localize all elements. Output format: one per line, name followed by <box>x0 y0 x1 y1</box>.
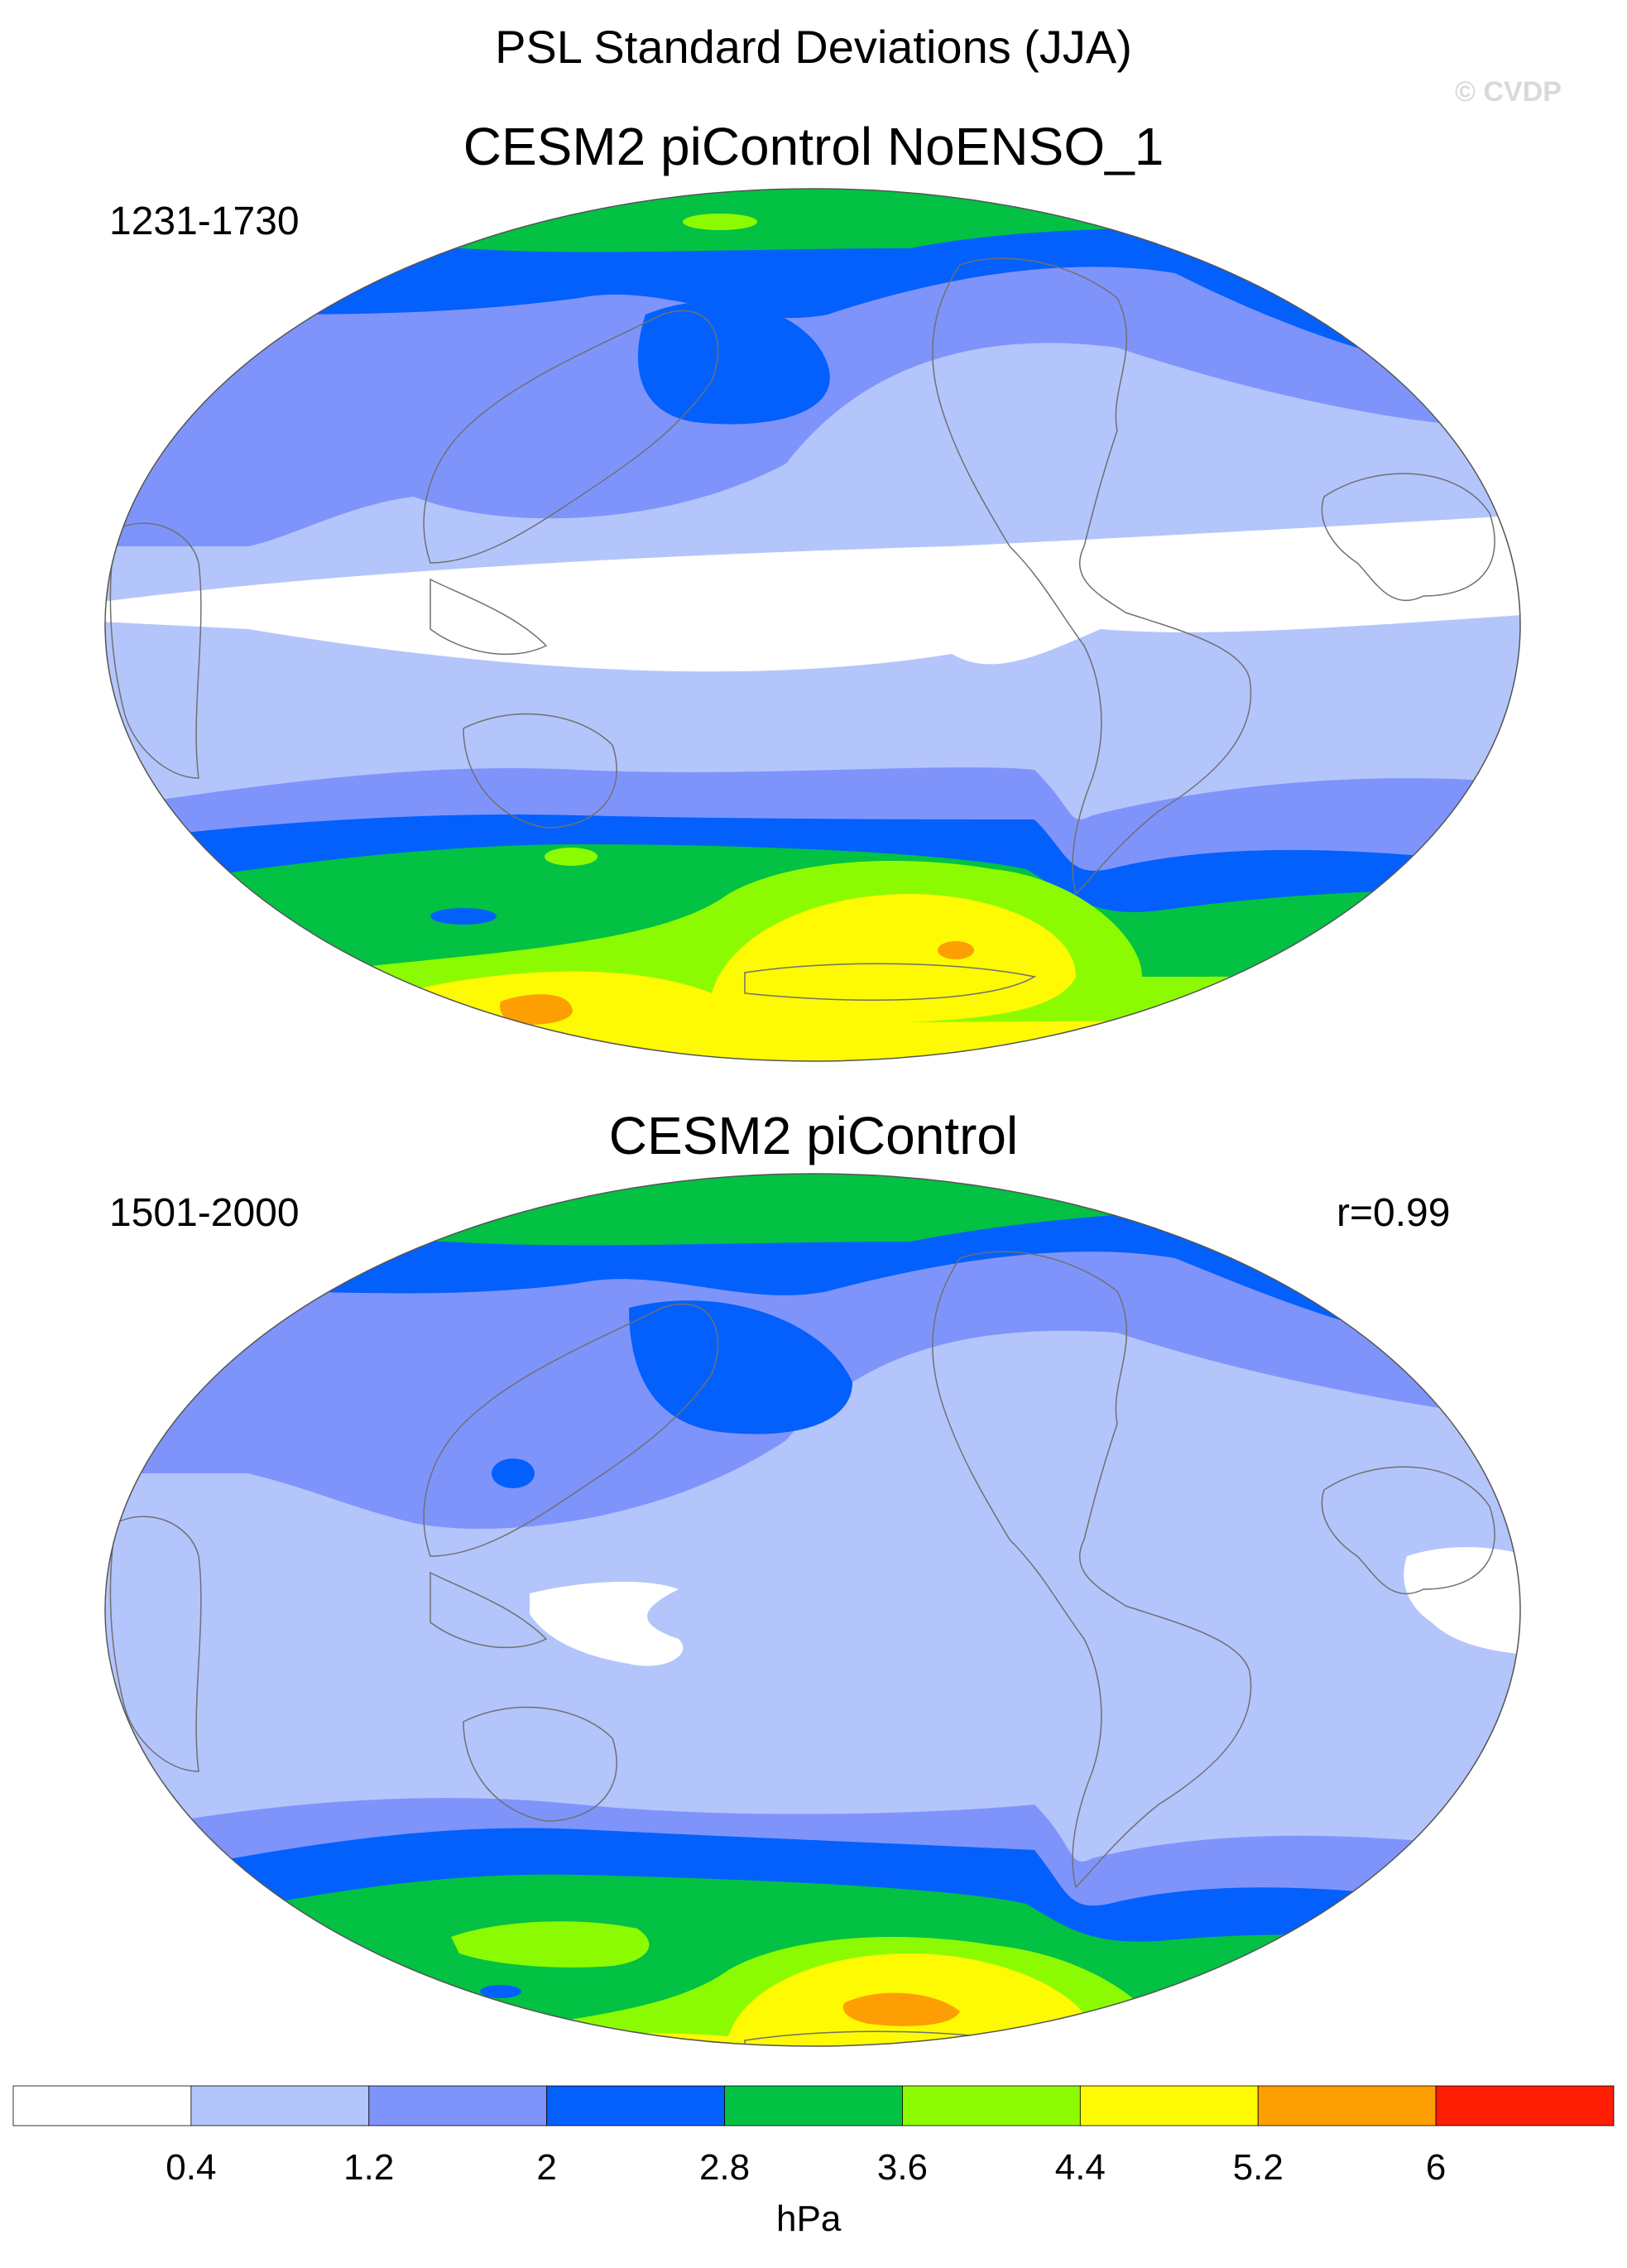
colorbar-units: hPa <box>776 2198 842 2239</box>
colorbar-tick-label: 1.2 <box>343 2147 395 2188</box>
colorbar-tick-label: 6 <box>1425 2147 1447 2188</box>
panel-2-stat: r=0.99 <box>1337 1191 1451 1235</box>
colorbar-swatch <box>368 2085 548 2126</box>
colorbar-tick-label: 2 <box>536 2147 557 2188</box>
figure-title: PSL Standard Deviations (JJA) <box>495 21 1132 73</box>
colorbar-swatch <box>12 2085 192 2126</box>
panel-2-title: CESM2 piControl <box>608 1106 1019 1165</box>
colorbar-tick-label: 4.4 <box>1054 2147 1106 2188</box>
colorbar-swatch <box>724 2085 903 2126</box>
colorbar-swatch <box>190 2085 370 2126</box>
colorbar-tick-label: 5.2 <box>1232 2147 1284 2188</box>
colorbar-swatch <box>1435 2085 1615 2126</box>
panel-2-map <box>104 1173 1521 2047</box>
panel-1-map <box>104 188 1521 1062</box>
colorbar-swatch <box>1079 2085 1259 2126</box>
colorbar-tick-label: 2.8 <box>698 2147 751 2188</box>
panel-1-title: CESM2 piControl NoENSO_1 <box>463 117 1164 176</box>
colorbar <box>12 2085 1615 2126</box>
colorbar-tick-label: 0.4 <box>166 2147 217 2188</box>
colorbar-swatch <box>902 2085 1081 2126</box>
colorbar-swatch <box>1257 2085 1437 2126</box>
cvdp-watermark: © CVDP <box>1455 76 1562 108</box>
panel-2-years: 1501-2000 <box>109 1191 300 1235</box>
panel-1-years: 1231-1730 <box>109 199 300 243</box>
colorbar-swatch <box>546 2085 725 2126</box>
colorbar-tick-label: 3.6 <box>876 2147 929 2188</box>
